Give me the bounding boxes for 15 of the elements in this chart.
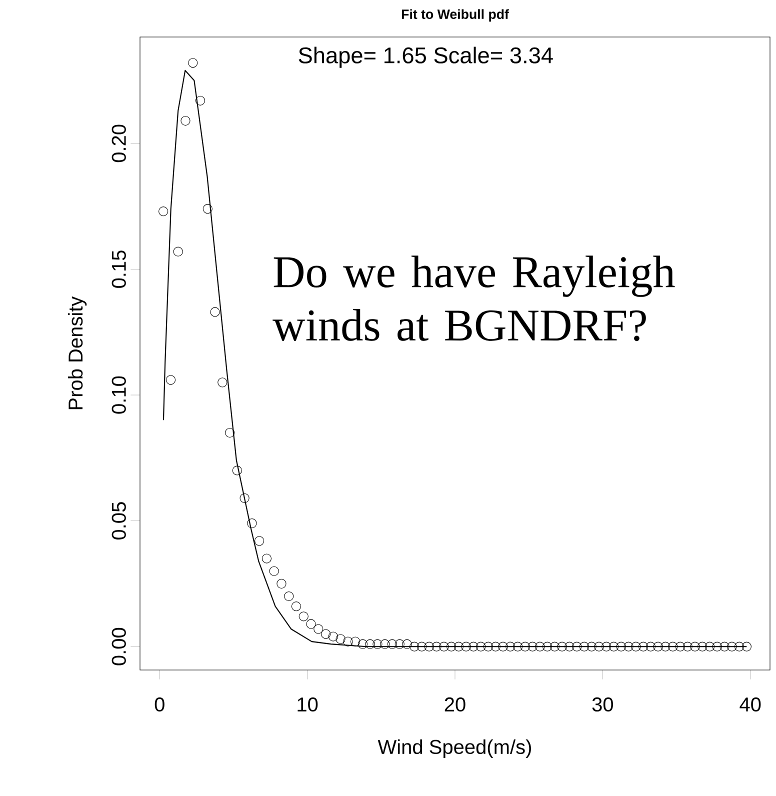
chart-title: Fit to Weibull pdf (402, 9, 509, 22)
annotation: Do we have Rayleigh winds at BGNDRF? (272, 256, 675, 342)
x-tick-label: 10 (298, 697, 318, 712)
y-axis-title: Prob Density (68, 296, 87, 410)
y-tick-label: 0.15 (112, 250, 126, 288)
annotation: Shape= 1.65 Scale= 3.34 (298, 46, 553, 68)
x-axis-title: Wind Speed(m/s) (378, 739, 531, 758)
y-tick-label: 0.20 (112, 124, 126, 162)
x-tick-label: 0 (154, 697, 164, 712)
y-tick-label: 0.00 (112, 628, 126, 666)
y-tick-label: 0.10 (112, 376, 126, 414)
x-tick-label: 40 (740, 697, 761, 712)
y-tick-label: 0.05 (112, 502, 126, 540)
x-tick-label: 20 (444, 697, 466, 712)
x-tick-label: 30 (592, 697, 614, 712)
